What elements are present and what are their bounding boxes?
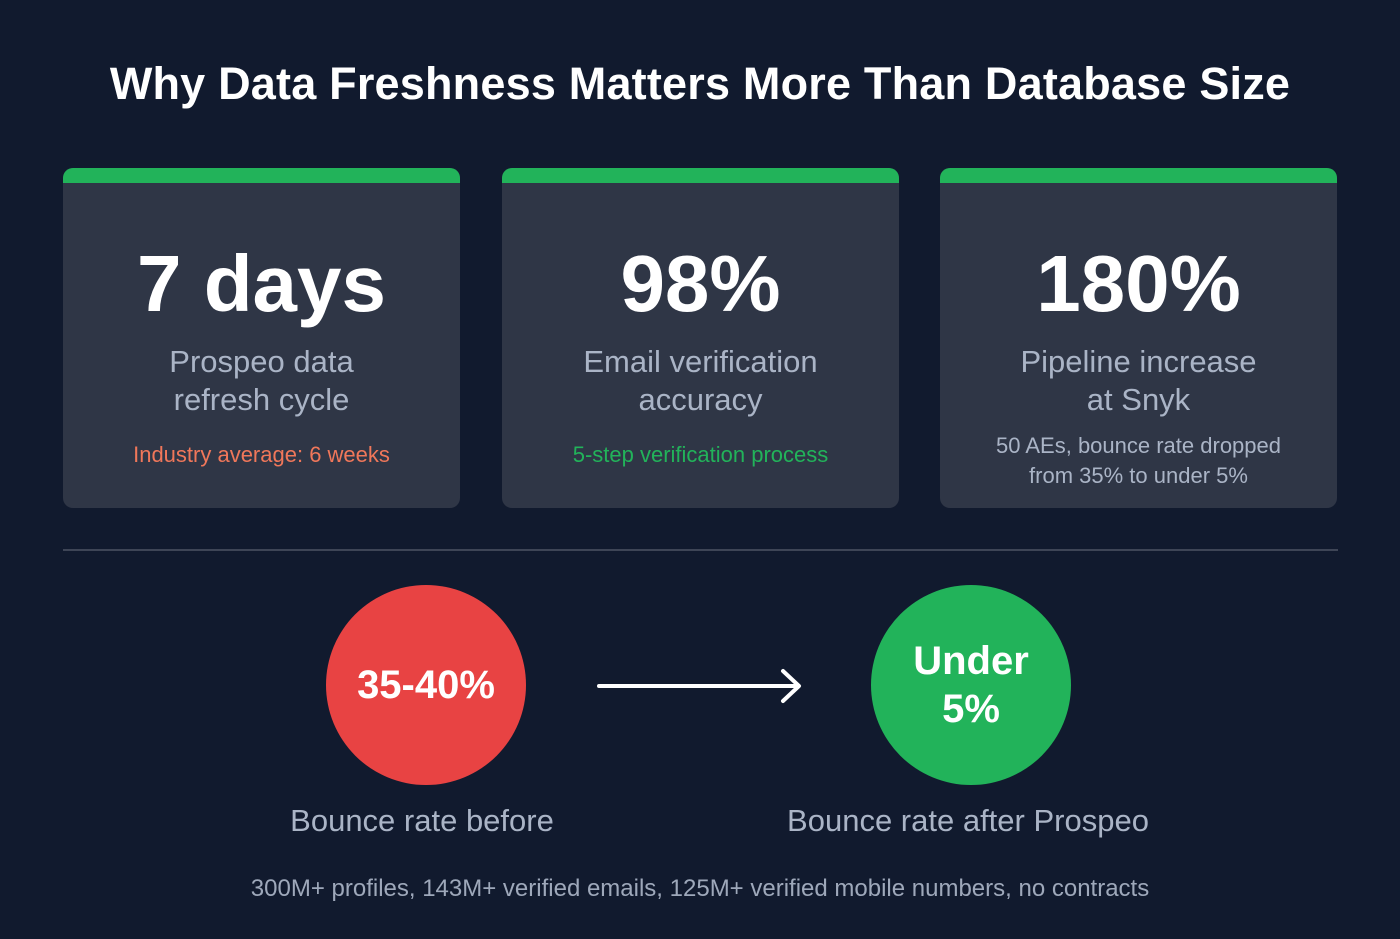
stat-value: 180% [1036, 239, 1241, 328]
stat-note-line: 50 AEs, bounce rate dropped [996, 433, 1281, 458]
stat-label-line: Prospeo data [169, 344, 354, 379]
arrow-right-icon [597, 669, 801, 703]
stat-card-pipeline-increase: 180% Pipeline increase at Snyk 50 AEs, b… [940, 168, 1337, 508]
stat-note-line: from 35% to under 5% [1029, 463, 1248, 488]
footer-stats: 300M+ profiles, 143M+ verified emails, 1… [250, 875, 1150, 902]
bounce-before-caption: Bounce rate before [290, 803, 554, 838]
bounce-after-value-line: Under [913, 639, 1029, 683]
card-accent-bar [502, 168, 899, 183]
stat-note: 50 AEs, bounce rate dropped from 35% to … [940, 431, 1337, 491]
stat-label-line: Pipeline increase [1020, 344, 1257, 379]
stat-label-line: at Snyk [1086, 382, 1191, 417]
bounce-before-circle: 35-40% [326, 585, 526, 785]
stat-value: 98% [620, 239, 781, 328]
stat-label: Prospeo data refresh cycle [63, 343, 460, 419]
stat-value: 7 days [136, 239, 387, 328]
stat-label: Email verification accuracy [502, 343, 899, 419]
page-title: Why Data Freshness Matters More Than Dat… [109, 58, 1291, 109]
stat-label: Pipeline increase at Snyk [940, 343, 1337, 419]
stat-note: 5-step verification process [572, 442, 829, 467]
stat-card-refresh-cycle: 7 days Prospeo data refresh cycle Indust… [63, 168, 460, 508]
stat-card-email-accuracy: 98% Email verification accuracy 5-step v… [502, 168, 899, 508]
section-divider [63, 549, 1338, 551]
bounce-before-value: 35-40% [357, 662, 495, 707]
stat-label-line: accuracy [638, 382, 763, 417]
bounce-after-value-line: 5% [942, 687, 1000, 731]
stat-label-line: Email verification [583, 344, 818, 379]
bounce-after-caption: Bounce rate after Prospeo [787, 803, 1149, 838]
stat-note: Industry average: 6 weeks [133, 442, 390, 467]
card-accent-bar [63, 168, 460, 183]
bounce-after-circle: Under 5% [871, 585, 1071, 785]
stat-label-line: refresh cycle [173, 382, 350, 417]
card-accent-bar [940, 168, 1337, 183]
